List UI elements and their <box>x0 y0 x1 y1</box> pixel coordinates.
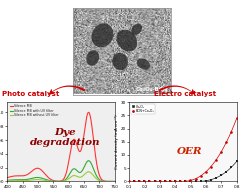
Point <box>178 180 182 183</box>
Point <box>173 180 177 183</box>
Point <box>137 180 141 183</box>
Ellipse shape <box>131 24 142 35</box>
Silence MB with UV filter <box>57 180 60 183</box>
Point <box>214 176 218 179</box>
Silence MB <box>58 180 61 182</box>
Text: Co₃O₄-BCN: Co₃O₄-BCN <box>135 87 168 92</box>
Point <box>158 180 162 183</box>
Point <box>229 166 233 169</box>
Silence MB with UV filter <box>70 170 73 172</box>
Point <box>194 177 198 180</box>
Text: Electro catalyst: Electro catalyst <box>154 91 216 97</box>
Point <box>209 178 213 181</box>
Legend: Silence MB, Silence MB with UV filter, Silence MB without UV filter: Silence MB, Silence MB with UV filter, S… <box>9 104 60 118</box>
Text: OER: OER <box>177 147 202 156</box>
Point <box>168 180 172 183</box>
Line: Silence MB without UV filter: Silence MB without UV filter <box>7 172 115 181</box>
Point <box>199 180 203 183</box>
Silence MB without UV filter <box>111 180 114 183</box>
Silence MB <box>57 180 60 182</box>
Point <box>127 180 131 183</box>
Silence MB with UV filter <box>64 179 67 181</box>
Point <box>214 158 218 161</box>
Silence MB <box>64 174 67 177</box>
Text: Photo catalyst: Photo catalyst <box>2 91 60 97</box>
Ellipse shape <box>137 59 150 70</box>
Silence MB without UV filter <box>64 180 67 182</box>
Line: Silence MB with UV filter: Silence MB with UV filter <box>7 161 115 181</box>
Point <box>153 180 157 183</box>
Silence MB <box>6 177 9 179</box>
Silence MB with UV filter <box>113 180 116 183</box>
Point <box>132 180 136 183</box>
Point <box>204 179 208 182</box>
Point <box>183 180 187 183</box>
Silence MB <box>94 155 97 157</box>
Ellipse shape <box>92 23 113 47</box>
Legend: Co₃O₄, BCN+Co₃O₄: Co₃O₄, BCN+Co₃O₄ <box>131 104 155 114</box>
Silence MB with UV filter <box>87 160 90 162</box>
Silence MB <box>87 111 90 113</box>
Point <box>194 180 198 183</box>
Point <box>235 117 239 120</box>
Silence MB <box>113 180 116 183</box>
Silence MB without UV filter <box>57 180 60 183</box>
Silence MB with UV filter <box>111 180 114 183</box>
Silence MB with UV filter <box>94 173 97 175</box>
Point <box>163 180 167 183</box>
Point <box>209 165 213 168</box>
Point <box>183 180 187 183</box>
Silence MB without UV filter <box>6 180 9 182</box>
Point <box>224 170 228 173</box>
Silence MB without UV filter <box>94 177 97 179</box>
Point <box>168 180 172 183</box>
Point <box>127 180 131 183</box>
Point <box>142 180 146 183</box>
Ellipse shape <box>86 50 99 66</box>
Point <box>224 141 228 144</box>
Silence MB <box>111 180 114 183</box>
Point <box>199 174 203 177</box>
Silence MB with UV filter <box>58 180 61 183</box>
Line: Silence MB: Silence MB <box>7 112 115 181</box>
Point <box>219 150 223 153</box>
Point <box>147 180 151 183</box>
Point <box>229 130 233 133</box>
Point <box>235 160 239 163</box>
Text: Dye
degradation: Dye degradation <box>30 128 101 147</box>
Point <box>178 180 182 183</box>
Silence MB without UV filter <box>70 176 73 178</box>
Point <box>142 180 146 183</box>
Y-axis label: Current density (mA cm⁻²): Current density (mA cm⁻²) <box>115 114 120 169</box>
Point <box>158 180 162 183</box>
Ellipse shape <box>112 53 128 70</box>
Ellipse shape <box>117 30 137 51</box>
Point <box>132 180 136 183</box>
Point <box>173 180 177 183</box>
Silence MB without UV filter <box>87 171 90 173</box>
Point <box>219 174 223 177</box>
Point <box>137 180 141 183</box>
Point <box>188 179 192 182</box>
Point <box>188 180 192 183</box>
Silence MB without UV filter <box>58 180 61 183</box>
Point <box>147 180 151 183</box>
Point <box>163 180 167 183</box>
Point <box>153 180 157 183</box>
Silence MB <box>70 146 73 148</box>
Silence MB with UV filter <box>6 179 9 181</box>
Silence MB without UV filter <box>113 180 116 183</box>
Point <box>204 170 208 173</box>
